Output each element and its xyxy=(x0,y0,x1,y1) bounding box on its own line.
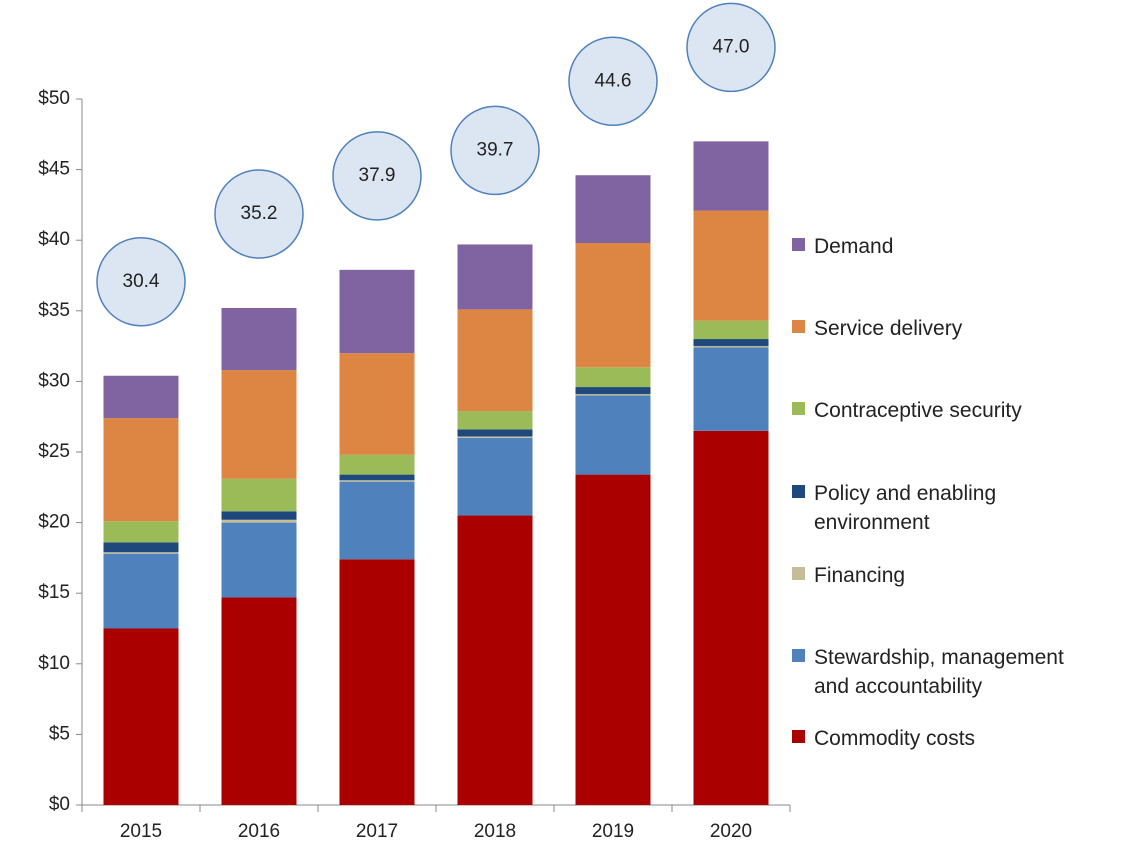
bar-segment xyxy=(575,387,651,395)
bar-segment xyxy=(575,175,651,244)
legend-item: Contraceptive security xyxy=(792,396,1104,425)
bar-segment xyxy=(457,244,533,310)
total-bubble xyxy=(450,105,540,196)
bar-segment xyxy=(103,375,179,419)
bar-segment xyxy=(103,628,179,805)
total-bubble xyxy=(568,36,658,126)
bar-segment xyxy=(103,418,179,522)
legend-swatch xyxy=(792,320,805,333)
y-tick-label: $15 xyxy=(38,582,70,603)
bar-segment xyxy=(221,478,297,512)
bar-segment xyxy=(103,521,179,543)
bar-segment xyxy=(693,346,769,348)
bar-segment xyxy=(221,511,297,520)
bar-segment xyxy=(457,309,533,412)
bar-segment xyxy=(221,370,297,479)
bar-segment xyxy=(339,474,415,481)
bar-segment xyxy=(221,519,297,523)
bar-segment xyxy=(103,553,179,629)
y-tick-label: $25 xyxy=(38,441,70,462)
bar-segment xyxy=(693,141,769,211)
y-tick-label: $40 xyxy=(38,229,70,250)
bar-segment xyxy=(693,320,769,340)
total-label: 39.7 xyxy=(477,139,514,160)
bar-segment xyxy=(339,480,415,482)
legend-swatch xyxy=(792,238,805,251)
x-tick-label: 2016 xyxy=(238,821,280,842)
bar-segment xyxy=(339,269,415,354)
y-tick-label: $30 xyxy=(38,370,70,391)
legend-item: Service delivery xyxy=(792,314,1104,343)
bar-segment xyxy=(457,429,533,437)
legend-item: Stewardship, management and accountabili… xyxy=(792,643,1104,701)
total-label: 44.6 xyxy=(595,70,632,91)
legend-label: Service delivery xyxy=(814,317,963,340)
bar-segment xyxy=(221,522,297,598)
legend-item: Policy and enabling environment xyxy=(792,479,1104,537)
y-tick-label: $20 xyxy=(38,512,70,533)
y-tick-label: $0 xyxy=(49,794,70,815)
bar-segment xyxy=(457,411,533,430)
legend-label: Stewardship, management and accountabili… xyxy=(814,646,1064,698)
bar-segment xyxy=(221,307,297,371)
x-tick-label: 2017 xyxy=(356,821,398,842)
legend-label: Commodity costs xyxy=(814,727,976,750)
bar-segment xyxy=(339,353,415,455)
legend-swatch xyxy=(792,485,805,498)
legend-label: Policy and enabling environment xyxy=(814,482,997,534)
legend-swatch xyxy=(792,402,805,415)
bar-segment xyxy=(693,430,769,805)
legend-swatch xyxy=(792,649,805,662)
x-tick-label: 2020 xyxy=(710,821,752,842)
y-tick-label: $10 xyxy=(38,653,70,674)
total-bubble xyxy=(686,2,776,93)
total-label: 47.0 xyxy=(713,36,750,57)
bar-segment xyxy=(103,542,179,553)
legend-label: Financing xyxy=(814,564,906,587)
total-label: 37.9 xyxy=(359,165,396,186)
bar-segment xyxy=(693,339,769,347)
bar-segment xyxy=(339,559,415,805)
x-tick-label: 2018 xyxy=(474,821,516,842)
legend-item: Demand xyxy=(792,232,1104,261)
total-bubble xyxy=(214,169,304,259)
legend-swatch xyxy=(792,730,805,743)
legend-item: Financing xyxy=(792,561,1104,590)
bar-segment xyxy=(575,394,651,396)
total-label: 30.4 xyxy=(123,271,160,292)
legend-swatch xyxy=(792,567,805,580)
bar-segment xyxy=(575,367,651,388)
bar-segment xyxy=(339,481,415,560)
total-bubble xyxy=(332,131,422,221)
bar-segment xyxy=(575,243,651,368)
legend-item: Commodity costs xyxy=(792,724,1104,753)
bar-segment xyxy=(693,347,769,431)
bar-segment xyxy=(339,454,415,475)
y-tick-label: $50 xyxy=(38,88,70,109)
bar-segment xyxy=(457,437,533,516)
y-tick-label: $45 xyxy=(38,159,70,180)
total-label: 35.2 xyxy=(241,203,278,224)
bar-segment xyxy=(575,474,651,805)
bar-segment xyxy=(221,597,297,805)
total-bubble xyxy=(96,237,186,327)
bar-segment xyxy=(103,552,179,554)
legend-label: Contraceptive security xyxy=(814,399,1022,422)
bar-segment xyxy=(693,210,769,321)
legend-label: Demand xyxy=(814,235,894,258)
bar-segment xyxy=(575,395,651,475)
y-tick-label: $5 xyxy=(49,723,70,744)
x-tick-label: 2019 xyxy=(592,821,634,842)
bar-segment xyxy=(457,515,533,805)
bar-segment xyxy=(457,436,533,438)
x-tick-label: 2015 xyxy=(120,821,162,842)
y-tick-label: $35 xyxy=(38,300,70,321)
